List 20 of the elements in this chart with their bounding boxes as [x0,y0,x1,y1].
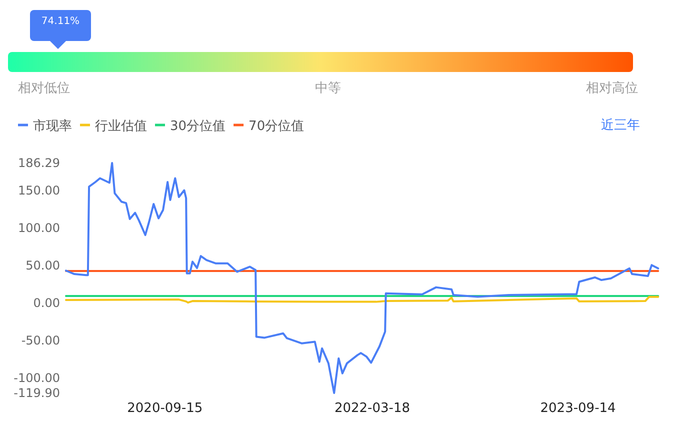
text: 中等 [315,81,341,96]
text: 相对低位 [18,81,70,96]
y-tick-label: 186.29 [18,156,60,170]
y-tick-label: -50.00 [21,333,60,348]
legend-label: 行业估值 [95,119,147,134]
y-tick-label: 150.00 [18,183,60,198]
y-tick-label: 50.00 [26,258,60,272]
x-tick-label: 2020-09-15 [127,401,203,416]
x-tick-label: 2023-09-14 [540,401,616,416]
legend-label: 70分位值 [248,119,304,134]
text: 相对高位 [586,80,638,96]
y-tick-label: -119.90 [14,386,60,400]
legend-label: 市现率 [33,118,72,134]
y-tick-label: 100.00 [18,220,60,235]
x-tick-label: 2022-03-18 [334,401,410,416]
y-tick-label: 0.00 [33,296,60,310]
legend-label: 30分位值 [170,119,226,134]
y-tick-label: -100.00 [14,371,60,386]
text: 近三年 [601,118,640,133]
text: 74.11% [41,16,80,27]
